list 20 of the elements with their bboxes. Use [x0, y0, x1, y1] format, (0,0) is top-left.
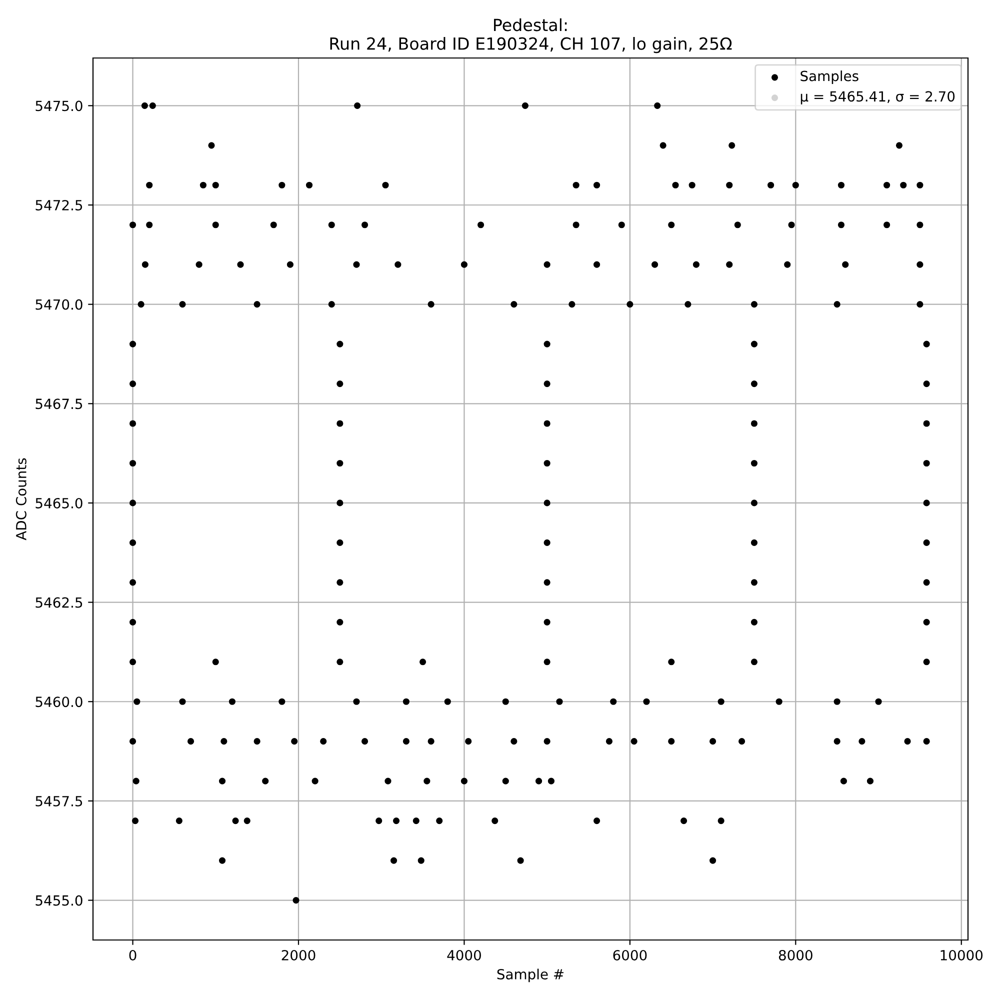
- y-tick-label: 5472.5: [36, 200, 82, 210]
- legend-label: μ = 5465.41, σ = 2.70: [800, 91, 955, 104]
- x-tick-label: 10000: [940, 950, 983, 960]
- y-tick-label: 5465.0: [36, 498, 82, 508]
- x-tick-label: 8000: [778, 950, 812, 960]
- x-tick-label: 6000: [613, 950, 647, 960]
- y-axis-title: ADC Counts: [16, 458, 26, 540]
- y-tick-label: 5475.0: [36, 100, 82, 112]
- chart-title: Pedestal: Run 24, Board ID E190324, CH 107, lo gain, 25Ω: [330, 18, 732, 54]
- y-tick-label: 5455.0: [36, 895, 82, 906]
- y-tick-label: 5467.5: [36, 398, 82, 410]
- x-tick-label: 0: [129, 950, 136, 960]
- legend-label: Samples: [800, 70, 858, 84]
- y-tick-label: 5470.0: [36, 299, 82, 310]
- y-tick-label: 5460.0: [36, 696, 82, 708]
- x-tick-label: 2000: [282, 950, 316, 960]
- x-tick-label: 4000: [447, 950, 481, 960]
- y-tick-label: 5457.5: [36, 796, 82, 806]
- y-tick-label: 5462.5: [36, 597, 82, 608]
- x-axis-title: Sample #: [497, 968, 564, 982]
